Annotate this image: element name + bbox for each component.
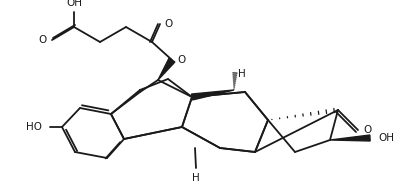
Text: O: O (164, 19, 172, 29)
Text: H: H (237, 69, 245, 79)
Text: HO: HO (26, 122, 42, 132)
Text: O: O (362, 125, 371, 135)
Polygon shape (191, 90, 233, 100)
Text: OH: OH (66, 0, 82, 8)
Text: OH: OH (377, 133, 393, 143)
Text: O: O (176, 55, 185, 65)
Text: H: H (192, 173, 199, 183)
Polygon shape (158, 58, 174, 80)
Polygon shape (329, 135, 369, 141)
Text: O: O (38, 35, 47, 45)
